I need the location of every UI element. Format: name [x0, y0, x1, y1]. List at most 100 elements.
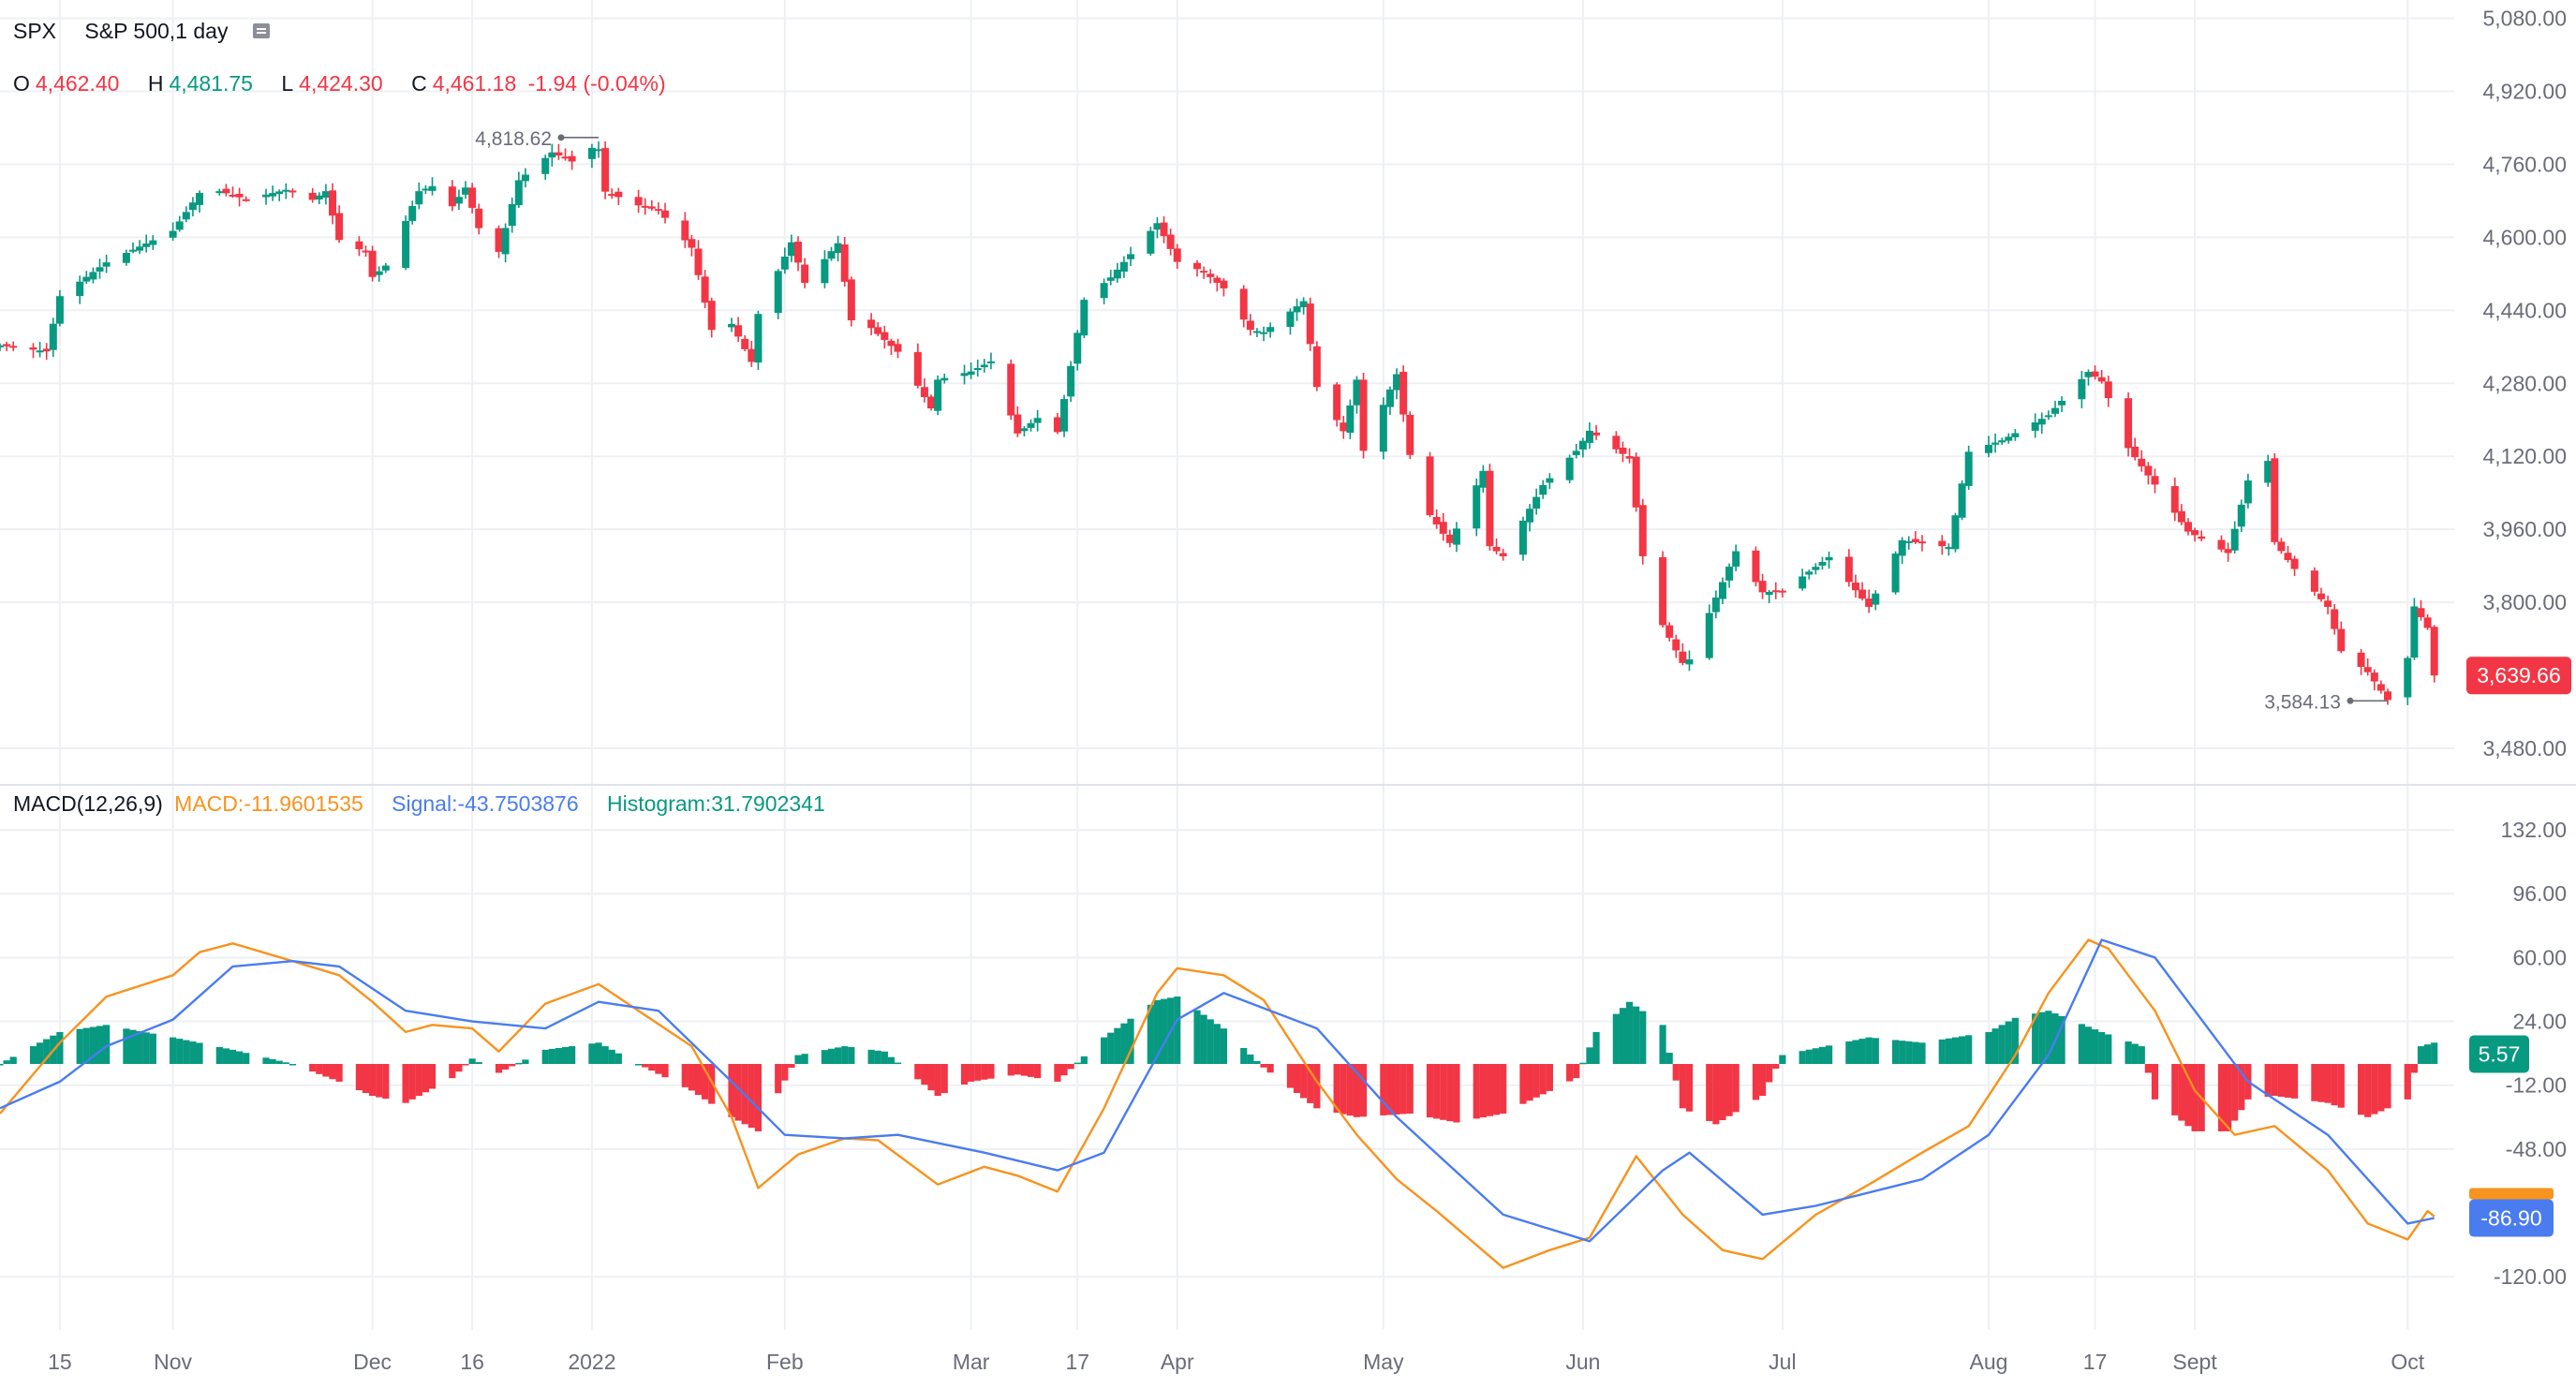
- low-label: L: [281, 71, 294, 96]
- histogram-bar: [1633, 1006, 1640, 1064]
- candle-down: [1778, 588, 1786, 598]
- candle-down: [734, 317, 743, 343]
- candle-body: [934, 379, 942, 411]
- macd-indicator-name[interactable]: MACD(12,26,9): [13, 791, 163, 816]
- candle-body: [1127, 254, 1135, 259]
- histogram-bar: [1891, 1040, 1900, 1064]
- candle-up: [1286, 308, 1295, 335]
- candle-body: [2217, 539, 2226, 550]
- histogram-bar: [316, 1064, 323, 1074]
- price-axis-label: 4,120.00: [2482, 444, 2567, 468]
- candle-body: [1951, 515, 1960, 550]
- histogram-bar: [1818, 1046, 1827, 1064]
- candle-body: [2091, 371, 2099, 377]
- histogram-bar: [1659, 1025, 1666, 1064]
- candle-body: [1346, 405, 1355, 434]
- candle-body: [2151, 476, 2159, 485]
- histogram-bar: [289, 1064, 297, 1066]
- candle-body: [1246, 320, 1254, 331]
- candle-up: [1479, 465, 1488, 494]
- candle-up: [1872, 590, 1880, 611]
- candle-down: [1865, 589, 1873, 613]
- candle-body: [967, 371, 975, 376]
- candle-down: [2198, 530, 2206, 541]
- candle-down: [2217, 535, 2226, 553]
- candle-down: [222, 184, 230, 197]
- candle-body: [1705, 613, 1713, 658]
- candle-up: [1260, 326, 1268, 342]
- candle-body: [913, 351, 922, 386]
- candle-up: [1518, 516, 1527, 561]
- histogram-bar: [1054, 1064, 1061, 1082]
- candle-body: [920, 387, 928, 397]
- histogram-bar: [2144, 1064, 2152, 1073]
- signal-legend-value: Signal:-43.7503876: [392, 791, 579, 816]
- candle-body: [1805, 571, 1814, 575]
- last-price-badge: [2466, 657, 2571, 695]
- symbol-label[interactable]: SPX: [13, 19, 57, 43]
- candle-down: [601, 140, 610, 199]
- histogram-bar: [2105, 1034, 2112, 1064]
- candle-down: [1426, 451, 1434, 518]
- candle-body: [2044, 415, 2052, 418]
- candle-down: [2091, 365, 2099, 380]
- candle-down: [681, 212, 689, 248]
- signal-value-label: -86.90: [2480, 1206, 2541, 1231]
- histogram-bar: [170, 1037, 177, 1064]
- candle-body: [1539, 484, 1547, 495]
- candle-body: [734, 325, 743, 337]
- candle-down: [2423, 613, 2432, 630]
- candle-up: [754, 310, 762, 370]
- macd-axis-label: 60.00: [2512, 945, 2567, 969]
- candle-body: [694, 248, 703, 275]
- candle-body: [821, 258, 829, 284]
- histogram-bar: [1779, 1055, 1786, 1064]
- candle-body: [76, 281, 84, 297]
- candle-down: [475, 203, 483, 235]
- candle-body: [1473, 485, 1481, 529]
- histogram-bar: [355, 1064, 363, 1091]
- histogram-bar: [1473, 1064, 1480, 1119]
- histogram-bar: [2184, 1064, 2192, 1127]
- candle-body: [475, 208, 483, 229]
- histogram-bar: [189, 1041, 197, 1064]
- candle-down: [707, 297, 716, 338]
- price-annotations: 4,818.62 3,584.13 3,639.66 5.57 -86.90: [475, 128, 2571, 1237]
- date-axis-label: Oct: [2391, 1350, 2424, 1374]
- candle-body: [1612, 436, 1621, 450]
- histogram-bar: [468, 1058, 476, 1064]
- candle-up: [986, 352, 995, 370]
- candle-up: [422, 185, 430, 195]
- candle-down: [1851, 574, 1859, 598]
- macd-line: [0, 938, 2435, 1269]
- histogram-bar: [1193, 1010, 1201, 1064]
- histogram-bar: [89, 1026, 97, 1064]
- histogram-bar: [1307, 1064, 1314, 1103]
- histogram-bar: [2377, 1064, 2385, 1112]
- candle-body: [1858, 589, 1867, 599]
- candle-up: [142, 234, 151, 253]
- candle-down: [1399, 365, 1408, 422]
- histogram-bar: [2324, 1064, 2332, 1103]
- candle-body: [728, 323, 736, 328]
- menu-icon[interactable]: [252, 22, 270, 38]
- candle-body: [1945, 547, 1953, 550]
- candle-body: [1518, 520, 1527, 555]
- candle-body: [2284, 553, 2292, 560]
- candle-body: [1812, 567, 1820, 570]
- histogram-bar: [1519, 1064, 1527, 1104]
- histogram-bar: [1612, 1013, 1620, 1064]
- histogram-bar: [362, 1064, 370, 1094]
- histogram-bar: [2217, 1064, 2226, 1131]
- candle-body: [1799, 576, 1807, 589]
- candle-body: [1898, 539, 1906, 556]
- candle-down: [568, 150, 576, 170]
- histogram-bar: [974, 1064, 982, 1081]
- histogram-bar: [821, 1050, 829, 1064]
- histogram-bar: [282, 1062, 289, 1064]
- candle-up: [501, 223, 510, 263]
- candle-body: [381, 265, 390, 271]
- candle-down: [847, 276, 855, 327]
- histogram-bar: [702, 1064, 709, 1100]
- candle-up: [940, 373, 949, 384]
